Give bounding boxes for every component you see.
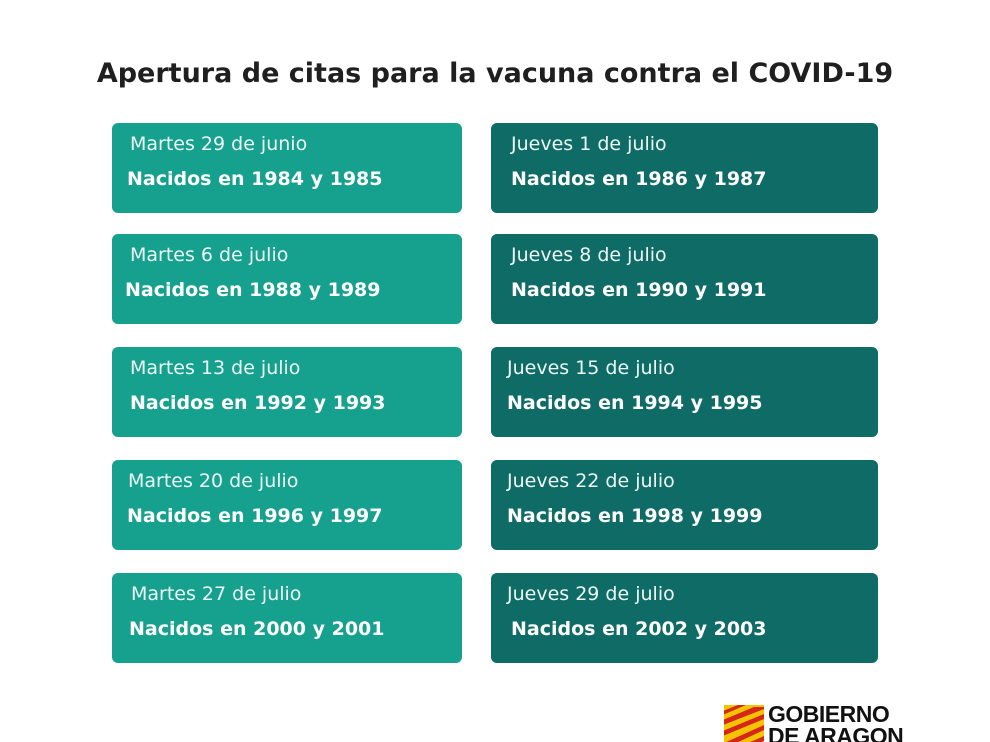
card-born-years: Nacidos en 1990 y 1991	[511, 279, 767, 301]
card-born-years: Nacidos en 1984 y 1985	[127, 168, 383, 190]
card-born-years: Nacidos en 1998 y 1999	[507, 505, 763, 527]
card-date: Martes 13 de julio	[130, 357, 301, 379]
card-date: Jueves 1 de julio	[511, 133, 667, 155]
schedule-card-jueves-29-julio: Jueves 29 de julio Nacidos en 2002 y 200…	[491, 573, 878, 663]
card-born-years: Nacidos en 1986 y 1987	[511, 168, 767, 190]
card-date: Martes 20 de julio	[128, 470, 299, 492]
logo-line1: GOBIERNO	[768, 703, 890, 727]
schedule-card-martes-29-junio: Martes 29 de junio Nacidos en 1984 y 198…	[112, 123, 462, 213]
card-date: Jueves 29 de julio	[507, 583, 675, 605]
schedule-card-jueves-22-julio: Jueves 22 de julio Nacidos en 1998 y 199…	[491, 460, 878, 550]
schedule-card-jueves-8-julio: Jueves 8 de julio Nacidos en 1990 y 1991	[491, 234, 878, 324]
page-title: Apertura de citas para la vacuna contra …	[96, 58, 894, 89]
card-born-years: Nacidos en 1992 y 1993	[130, 392, 386, 414]
card-date: Jueves 22 de julio	[507, 470, 675, 492]
card-date: Martes 27 de julio	[131, 583, 302, 605]
gobierno-de-aragon-logo: GOBIERNO DE ARAGON	[724, 703, 924, 742]
logo-text: GOBIERNO DE ARAGON	[768, 703, 904, 742]
card-born-years: Nacidos en 2000 y 2001	[129, 618, 385, 640]
logo-line2: DE ARAGON	[768, 723, 904, 742]
schedule-card-martes-27-julio: Martes 27 de julio Nacidos en 2000 y 200…	[112, 573, 462, 663]
card-born-years: Nacidos en 1996 y 1997	[127, 505, 383, 527]
schedule-card-martes-6-julio: Martes 6 de julio Nacidos en 1988 y 1989	[112, 234, 462, 324]
card-date: Jueves 15 de julio	[507, 357, 675, 379]
schedule-card-martes-20-julio: Martes 20 de julio Nacidos en 1996 y 199…	[112, 460, 462, 550]
card-born-years: Nacidos en 2002 y 2003	[511, 618, 767, 640]
card-date: Jueves 8 de julio	[511, 244, 667, 266]
card-born-years: Nacidos en 1994 y 1995	[507, 392, 763, 414]
schedule-card-jueves-15-julio: Jueves 15 de julio Nacidos en 1994 y 199…	[491, 347, 878, 437]
card-date: Martes 29 de junio	[130, 133, 308, 155]
schedule-card-jueves-1-julio: Jueves 1 de julio Nacidos en 1986 y 1987	[491, 123, 878, 213]
schedule-card-martes-13-julio: Martes 13 de julio Nacidos en 1992 y 199…	[112, 347, 462, 437]
card-date: Martes 6 de julio	[130, 244, 289, 266]
card-born-years: Nacidos en 1988 y 1989	[125, 279, 381, 301]
